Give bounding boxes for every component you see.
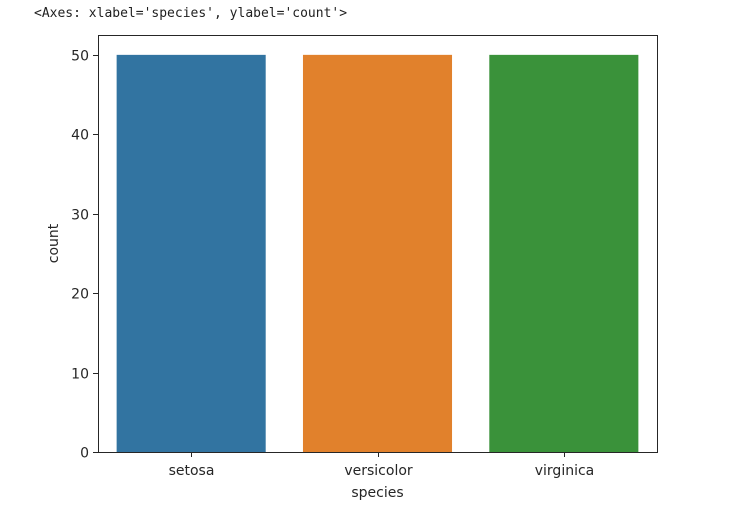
x-axis-ticks: setosa versicolor virginica <box>169 452 595 479</box>
y-tick-label: 40 <box>71 128 89 144</box>
x-tick-label: versicolor <box>344 463 413 479</box>
bars-layer <box>116 54 639 452</box>
y-tick-label: 50 <box>71 49 89 65</box>
y-tick-label: 20 <box>71 287 89 303</box>
x-tick-label: setosa <box>169 463 215 479</box>
y-tick-label: 10 <box>71 367 89 383</box>
y-tick-label: 0 <box>80 446 89 462</box>
axes-output-repr: <Axes: xlabel='species', ylabel='count'> <box>34 6 348 21</box>
bar-virginica <box>489 54 639 452</box>
y-tick-label: 30 <box>71 208 89 224</box>
x-axis-label: species <box>351 485 403 501</box>
bar-versicolor <box>302 54 453 452</box>
y-axis-label: count <box>46 223 62 263</box>
y-axis-ticks: 0 10 20 30 40 50 <box>71 49 98 462</box>
x-tick-label: virginica <box>535 463 595 479</box>
bar-setosa <box>116 54 266 452</box>
